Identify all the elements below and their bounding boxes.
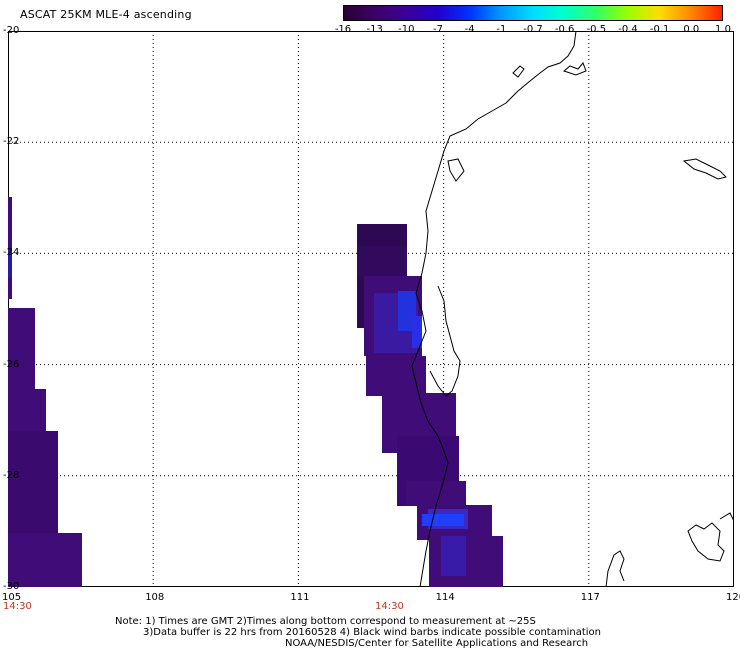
colorbar-label: -0.4 (618, 24, 638, 35)
colorbar-label: -13 (366, 24, 383, 35)
y-tick-label: -20 (3, 25, 20, 36)
colorbar-label: -16 (334, 24, 352, 35)
x-tick-label: 111 (290, 592, 310, 603)
time-label-center: 14:30 (375, 601, 404, 612)
swath-cell (422, 514, 464, 526)
x-tick-label: 120 (726, 592, 740, 603)
map-title: ASCAT 25KM MLE-4 ascending (20, 8, 192, 21)
footnote-line-3: NOAA/NESDIS/Center for Satellite Applica… (285, 638, 589, 649)
colorbar-label: -10 (398, 24, 415, 35)
map-plot (8, 31, 734, 587)
colorbar-label: -1 (496, 24, 507, 35)
colorbar-label: 1.0 (715, 24, 731, 35)
coastline (411, 31, 734, 587)
swath-cell (406, 481, 466, 506)
swath-cell (8, 251, 12, 277)
y-tick-label: -28 (3, 469, 20, 481)
center-swath (357, 224, 503, 587)
footnote-line-1: Note: 1) Times are GMT 2)Times along bot… (115, 616, 536, 627)
swath-cell (8, 431, 58, 541)
x-tick-label: 108 (145, 592, 165, 603)
y-tick-label: -24 (3, 247, 20, 259)
y-tick-label: -26 (3, 358, 20, 370)
y-tick-label: -30 (3, 581, 20, 592)
colorbar-label: -0.1 (649, 24, 670, 35)
coastline-segment (512, 65, 525, 78)
coastline-segment (682, 158, 727, 180)
lat-lon-grid (8, 31, 734, 587)
swath-cell (398, 291, 416, 331)
left-swath (8, 197, 82, 587)
x-tick-label: 117 (580, 592, 600, 603)
coastline-segment (562, 62, 587, 76)
coastline-segment (605, 550, 625, 587)
footnote-line-2: 3)Data buffer is 22 hrs from 20160528 4)… (143, 627, 601, 638)
swath-cell (8, 308, 35, 389)
colorbar-label: -0.6 (554, 24, 575, 35)
swath-cell (8, 197, 12, 299)
swath-cell (441, 536, 466, 576)
coastline-segment (719, 512, 734, 522)
coastline-segment (429, 285, 461, 397)
coastline-segment (411, 31, 577, 587)
colorbar-label: -7 (433, 24, 443, 35)
colorbar (343, 5, 723, 21)
colorbar-label: 0.0 (683, 24, 700, 35)
colorbar-label: -4 (464, 24, 475, 35)
coastline-segment (687, 522, 725, 562)
swath-cell (8, 533, 82, 587)
colorbar-label: -0.5 (586, 24, 607, 35)
colorbar-label: -0.7 (523, 24, 543, 35)
x-tick-label: 105 (2, 592, 22, 603)
colorbar-labels: -16 -13 -10 -7 -4 -1 -0.7 -0.6 -0.5 -0.4 -0.1 0.0 1.… (0, 24, 740, 38)
swath-cell (412, 316, 422, 348)
x-tick-label: 114 (435, 592, 455, 603)
time-label-left: 14:30 (3, 601, 32, 612)
coastline-segment (447, 158, 465, 182)
swath-cell (357, 246, 407, 276)
y-tick-label: -22 (3, 136, 20, 148)
